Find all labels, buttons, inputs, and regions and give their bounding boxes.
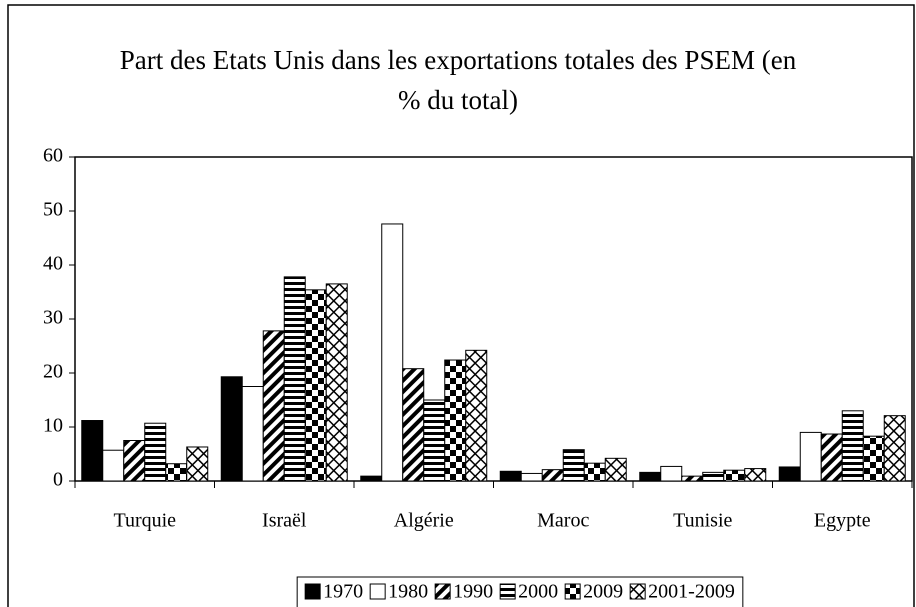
y-tick-label: 10 bbox=[43, 415, 63, 437]
legend-swatch bbox=[304, 583, 321, 600]
bar bbox=[604, 457, 627, 482]
bar bbox=[465, 349, 488, 482]
bar bbox=[862, 435, 885, 482]
legend-swatch bbox=[369, 583, 386, 600]
legend-swatch bbox=[564, 583, 581, 600]
x-tick-label: Turquie bbox=[113, 510, 176, 532]
legend-label: 1990 bbox=[453, 581, 493, 603]
legend-label: 1970 bbox=[323, 581, 363, 603]
bar bbox=[241, 386, 264, 482]
bar bbox=[262, 330, 285, 482]
legend-label: 2001-2009 bbox=[648, 581, 735, 603]
legend-label: 2009 bbox=[583, 581, 623, 603]
bar bbox=[444, 359, 467, 482]
legend-label: 2000 bbox=[518, 581, 558, 603]
x-tick-label: Maroc bbox=[537, 510, 589, 532]
bar bbox=[583, 462, 606, 482]
plot-area bbox=[74, 156, 913, 482]
bar bbox=[304, 289, 327, 482]
bar bbox=[778, 466, 801, 482]
x-tick-label: Tunisie bbox=[673, 510, 732, 532]
bar bbox=[381, 223, 404, 482]
x-tick-label: Algérie bbox=[394, 510, 454, 532]
bar bbox=[562, 449, 585, 482]
bar bbox=[325, 283, 348, 482]
legend-label: 1980 bbox=[388, 581, 428, 603]
bar bbox=[423, 399, 446, 482]
y-tick-label: 30 bbox=[43, 307, 63, 329]
bar bbox=[123, 440, 146, 482]
bar bbox=[360, 475, 383, 482]
bar bbox=[723, 469, 746, 482]
legend-swatch bbox=[434, 583, 451, 600]
legend-swatch bbox=[499, 583, 516, 600]
y-tick-label: 0 bbox=[53, 469, 63, 491]
legend-swatch bbox=[629, 583, 646, 600]
y-tick-label: 60 bbox=[43, 145, 63, 167]
bar bbox=[102, 449, 125, 482]
bar bbox=[883, 415, 906, 482]
x-tick-label: Israël bbox=[262, 510, 307, 532]
y-tick-label: 20 bbox=[43, 361, 63, 383]
bar bbox=[144, 422, 167, 482]
bar bbox=[220, 376, 243, 482]
bar bbox=[81, 420, 104, 482]
bar bbox=[520, 472, 543, 482]
x-tick-label: Egypte bbox=[814, 510, 871, 532]
bar bbox=[541, 469, 564, 482]
bar bbox=[165, 463, 188, 482]
bar bbox=[841, 410, 864, 482]
bar bbox=[283, 276, 306, 482]
y-tick-label: 40 bbox=[43, 253, 63, 275]
bar bbox=[799, 431, 822, 482]
bar bbox=[820, 433, 843, 482]
bar bbox=[681, 475, 704, 482]
bar bbox=[744, 468, 767, 482]
bar bbox=[639, 471, 662, 482]
bar bbox=[186, 446, 209, 482]
bar bbox=[402, 368, 425, 482]
bar bbox=[702, 471, 725, 482]
bar bbox=[660, 465, 683, 482]
bar bbox=[499, 470, 522, 482]
chart-frame bbox=[7, 4, 915, 607]
y-tick-label: 50 bbox=[43, 199, 63, 221]
chart-title: Part des Etats Unis dans les exportation… bbox=[119, 45, 797, 115]
